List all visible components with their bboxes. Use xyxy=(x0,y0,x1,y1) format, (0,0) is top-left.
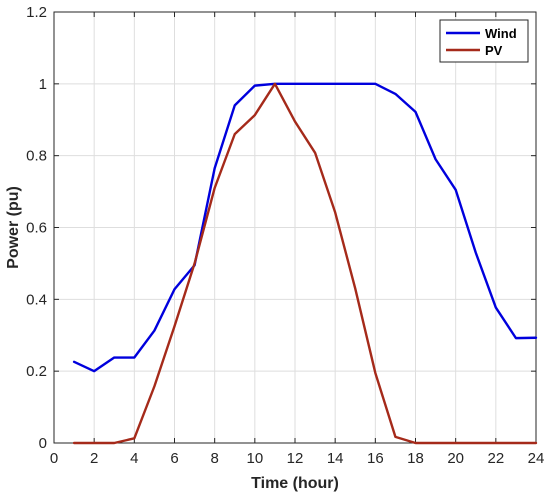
x-tick-label: 6 xyxy=(170,450,178,467)
x-tick-label: 16 xyxy=(367,450,384,467)
x-tick-label: 8 xyxy=(210,450,218,467)
y-tick-label: 0.8 xyxy=(26,148,47,165)
legend: Wind PV xyxy=(439,19,529,63)
y-tick-label: 1 xyxy=(39,76,47,93)
series-line-pv xyxy=(72,82,538,445)
series-layer xyxy=(72,82,538,445)
x-tick-label: 0 xyxy=(50,450,58,467)
y-tick-label: 0 xyxy=(39,435,47,452)
legend-label-pv: PV xyxy=(485,43,503,58)
x-tick-label: 24 xyxy=(528,450,545,467)
x-tick-label: 22 xyxy=(487,450,504,467)
x-tick-label: 20 xyxy=(447,450,464,467)
y-axis-title: Power (pu) xyxy=(5,186,22,269)
x-tick-label: 2 xyxy=(90,450,98,467)
x-tick-label: 14 xyxy=(327,450,344,467)
legend-box xyxy=(439,19,529,63)
y-tick-label: 0.6 xyxy=(26,220,47,237)
x-tick-label: 10 xyxy=(246,450,263,467)
x-axis-title: Time (hour) xyxy=(251,475,339,492)
x-tick-label: 12 xyxy=(287,450,304,467)
legend-label-wind: Wind xyxy=(485,26,517,41)
y-tick-label: 1.2 xyxy=(26,4,47,21)
series-line-wind xyxy=(72,82,538,373)
y-tick-label: 0.4 xyxy=(26,291,47,308)
x-tick-label: 4 xyxy=(130,450,138,467)
x-tick-label: 18 xyxy=(407,450,424,467)
y-tick-label: 0.2 xyxy=(26,363,47,380)
axis-ticks xyxy=(53,11,537,444)
